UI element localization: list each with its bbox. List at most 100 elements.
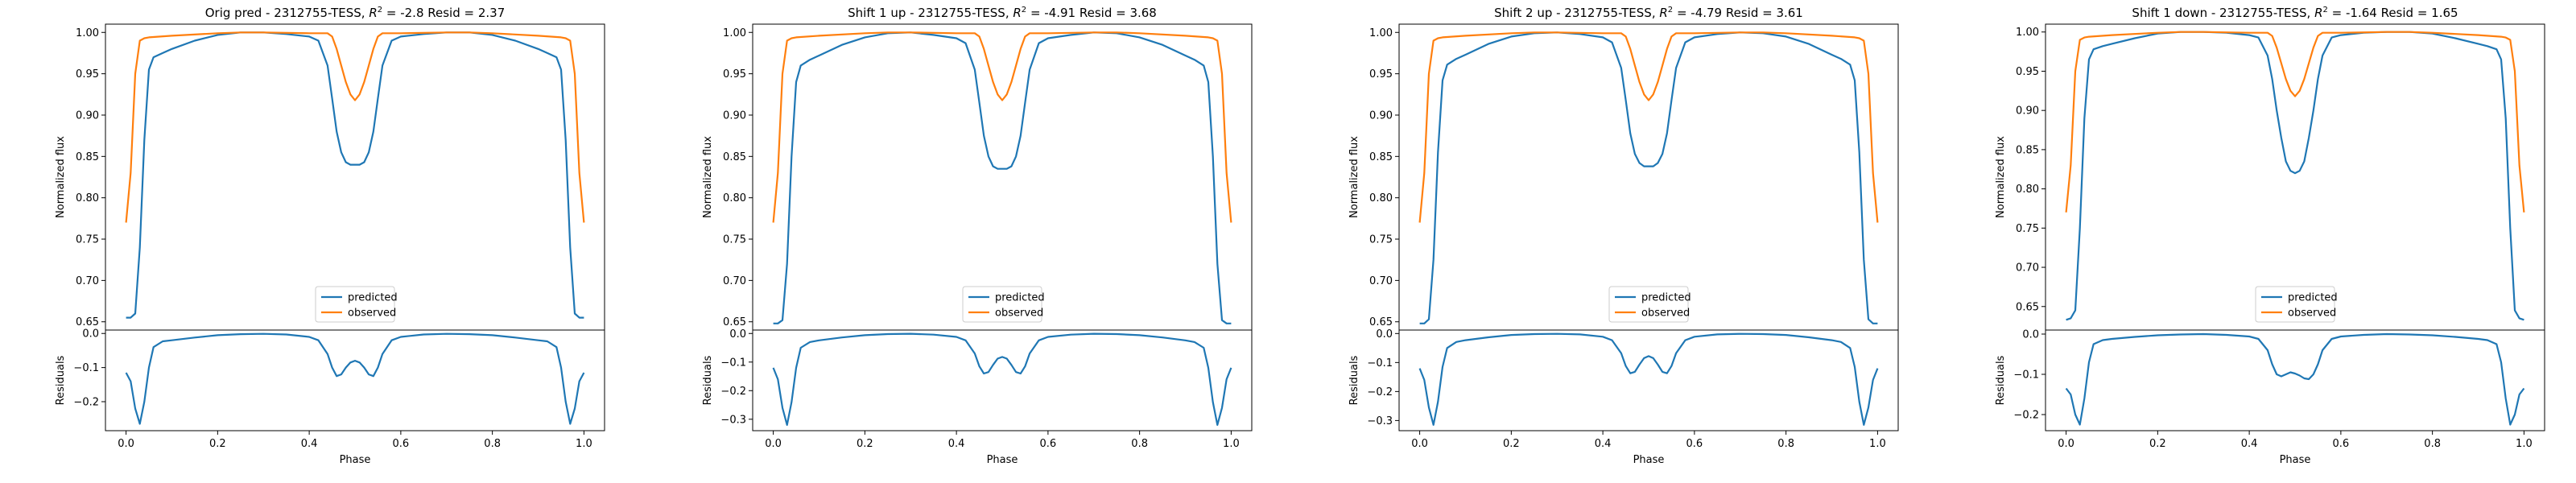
y-tick-label: −0.1 — [720, 357, 746, 369]
y-tick-label: −0.2 — [2013, 410, 2039, 422]
title-suffix: = -2.8 Resid = 2.37 — [382, 6, 505, 20]
top-series-group — [772, 31, 1232, 324]
x-tick-label: 0.0 — [2058, 438, 2074, 450]
top-series-group — [1418, 31, 1879, 324]
bottom-series-group — [772, 332, 1232, 426]
bottom-y-axis-label: Residuals — [1348, 355, 1360, 405]
x-axis-label: Phase — [2280, 454, 2311, 466]
y-tick-label: 0.0 — [729, 328, 746, 341]
title-suffix: = -1.64 Resid = 1.65 — [2328, 6, 2458, 20]
bottom-series-group — [1418, 332, 1879, 426]
residual-line — [772, 332, 1232, 426]
title-r2-symbol: R — [1659, 6, 1667, 20]
legend: predicted observed — [315, 286, 398, 323]
y-tick-label: 0.0 — [1376, 328, 1393, 341]
subplot-3: Shift 2 up - 2312755-TESS, R2 = -4.79 Re… — [1348, 6, 1899, 466]
y-tick-label: −0.2 — [73, 396, 99, 408]
bottom-axes-frame — [105, 329, 605, 431]
subplot-4: Shift 1 down - 2312755-TESS, R2 = -1.64 … — [1995, 6, 2545, 466]
x-tick-label: 0.4 — [1595, 438, 1612, 450]
title-r2-superscript: 2 — [378, 6, 382, 14]
top-axes-frame — [105, 23, 605, 331]
bottom-y-axis-label: Residuals — [702, 355, 714, 405]
bottom-series-group — [125, 332, 585, 425]
x-axis-label: Phase — [987, 454, 1018, 466]
legend-label-observed: observed — [348, 308, 396, 320]
y-tick-label: 0.80 — [1369, 192, 1393, 204]
x-tick-label: 0.6 — [2333, 438, 2350, 450]
y-tick-label: 1.00 — [723, 27, 746, 39]
legend-label-predicted: predicted — [995, 292, 1045, 304]
x-tick-label: 0.6 — [1040, 438, 1057, 450]
y-tick-label: 0.65 — [76, 316, 99, 328]
x-tick-label: 0.2 — [209, 438, 226, 450]
legend: predicted observed — [2255, 286, 2338, 323]
legend: predicted observed — [1608, 286, 1691, 323]
series-line-predicted — [773, 31, 1232, 324]
y-tick-label: −0.3 — [720, 414, 746, 426]
y-tick-label: 0.85 — [2016, 144, 2039, 156]
top-y-axis-label: Normalized flux — [702, 136, 714, 218]
bottom-y-axis-label: Residuals — [55, 355, 67, 405]
chart-title: Shift 2 up - 2312755-TESS, R2 = -4.79 Re… — [1494, 6, 1803, 20]
y-tick-label: 0.75 — [723, 234, 746, 246]
legend-label-observed: observed — [1641, 308, 1690, 320]
y-tick-label: 0.95 — [723, 68, 746, 80]
title-r2-superscript: 2 — [1668, 6, 1673, 14]
x-tick-label: 0.2 — [857, 438, 873, 450]
legend-label-predicted: predicted — [1641, 292, 1691, 304]
x-tick-label: 0.0 — [1411, 438, 1428, 450]
x-axis-label: Phase — [1633, 454, 1665, 466]
y-tick-label: −0.1 — [73, 362, 99, 374]
top-axes-frame — [752, 23, 1253, 331]
y-tick-label: −0.2 — [720, 386, 746, 398]
title-r2-symbol: R — [2314, 6, 2322, 20]
bottom-axes-frame — [752, 329, 1253, 431]
y-tick-label: 0.70 — [76, 275, 99, 287]
y-tick-label: 0.95 — [1369, 68, 1393, 80]
chart-title: Orig pred - 2312755-TESS, R2 = -2.8 Resi… — [205, 6, 506, 20]
x-tick-label: 0.8 — [2424, 438, 2441, 450]
legend-label-observed: observed — [995, 308, 1043, 320]
x-tick-label: 0.8 — [1777, 438, 1794, 450]
y-tick-label: −0.1 — [2013, 369, 2039, 382]
x-tick-label: 0.6 — [1686, 438, 1703, 450]
y-tick-label: 0.65 — [723, 316, 746, 328]
x-tick-label: 0.4 — [948, 438, 965, 450]
series-line-observed — [2065, 31, 2525, 213]
x-tick-label: 0.6 — [393, 438, 410, 450]
top-y-axis-label: Normalized flux — [1348, 136, 1360, 218]
top-axes-frame — [1398, 23, 1899, 331]
y-tick-label: 0.75 — [1369, 234, 1393, 246]
y-tick-label: 0.90 — [2016, 105, 2039, 118]
x-tick-label: 0.0 — [118, 438, 134, 450]
legend: predicted observed — [962, 286, 1045, 323]
y-tick-label: 0.80 — [76, 192, 99, 204]
chart-title: Shift 1 down - 2312755-TESS, R2 = -1.64 … — [2132, 6, 2458, 20]
residual-line — [1418, 332, 1879, 426]
series-line-observed — [1418, 31, 1879, 223]
y-tick-label: 0.95 — [76, 68, 99, 80]
y-tick-label: 0.85 — [1369, 151, 1393, 163]
top-y-axis-label: Normalized flux — [1995, 136, 2007, 218]
title-prefix: Shift 1 up - 2312755-TESS, — [848, 6, 1013, 20]
x-tick-label: 1.0 — [1869, 438, 1886, 450]
x-tick-label: 0.2 — [2149, 438, 2166, 450]
y-tick-label: 0.70 — [723, 275, 746, 287]
y-tick-label: 0.85 — [76, 151, 99, 163]
y-tick-label: −0.2 — [1367, 386, 1393, 398]
bottom-axes-frame — [2045, 329, 2545, 431]
y-tick-label: 0.95 — [2016, 66, 2039, 78]
title-prefix: Orig pred - 2312755-TESS, — [205, 6, 369, 20]
y-tick-label: −0.3 — [1367, 415, 1393, 427]
title-suffix: = -4.91 Resid = 3.68 — [1026, 6, 1157, 20]
y-tick-label: 1.00 — [2016, 27, 2039, 39]
x-tick-label: 0.8 — [484, 438, 501, 450]
top-axes-frame — [2045, 23, 2545, 331]
legend-label-predicted: predicted — [2288, 292, 2338, 304]
legend-label-predicted: predicted — [348, 292, 398, 304]
bottom-series-group — [2065, 332, 2525, 426]
y-tick-label: 1.00 — [76, 27, 99, 39]
top-y-axis-label: Normalized flux — [55, 136, 67, 218]
subplot-1: Orig pred - 2312755-TESS, R2 = -2.8 Resi… — [55, 6, 605, 466]
